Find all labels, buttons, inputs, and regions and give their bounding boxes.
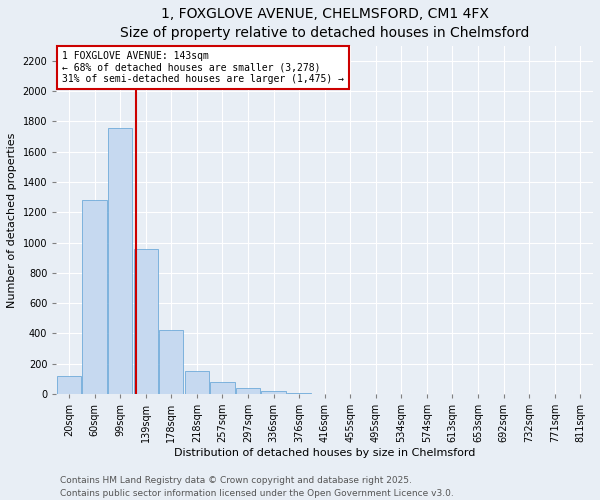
Title: 1, FOXGLOVE AVENUE, CHELMSFORD, CM1 4FX
Size of property relative to detached ho: 1, FOXGLOVE AVENUE, CHELMSFORD, CM1 4FX … [120,7,529,40]
Text: 1 FOXGLOVE AVENUE: 143sqm
← 68% of detached houses are smaller (3,278)
31% of se: 1 FOXGLOVE AVENUE: 143sqm ← 68% of detac… [62,51,344,84]
Bar [287,393,311,394]
X-axis label: Distribution of detached houses by size in Chelmsford: Distribution of detached houses by size … [174,448,475,458]
Bar [236,388,260,394]
Bar [57,376,81,394]
Bar [159,330,184,394]
Bar [82,200,107,394]
Bar [185,372,209,394]
Y-axis label: Number of detached properties: Number of detached properties [7,132,17,308]
Text: Contains HM Land Registry data © Crown copyright and database right 2025.
Contai: Contains HM Land Registry data © Crown c… [60,476,454,498]
Bar [134,248,158,394]
Bar [108,128,133,394]
Bar [210,382,235,394]
Bar [262,391,286,394]
